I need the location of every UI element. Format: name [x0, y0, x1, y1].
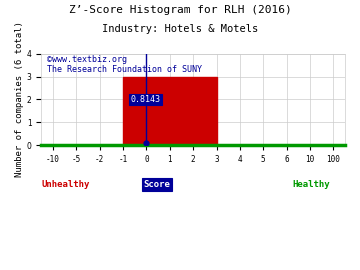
Text: The Research Foundation of SUNY: The Research Foundation of SUNY — [48, 65, 202, 74]
Text: Z’-Score Histogram for RLH (2016): Z’-Score Histogram for RLH (2016) — [69, 5, 291, 15]
Text: ©www.textbiz.org: ©www.textbiz.org — [48, 55, 127, 65]
Text: Industry: Hotels & Motels: Industry: Hotels & Motels — [102, 24, 258, 34]
Text: 0.8143: 0.8143 — [130, 95, 160, 104]
Y-axis label: Number of companies (6 total): Number of companies (6 total) — [15, 22, 24, 177]
Text: Unhealthy: Unhealthy — [41, 180, 90, 189]
Bar — [123, 77, 217, 146]
Text: Score: Score — [143, 180, 170, 189]
Text: Healthy: Healthy — [292, 180, 330, 189]
